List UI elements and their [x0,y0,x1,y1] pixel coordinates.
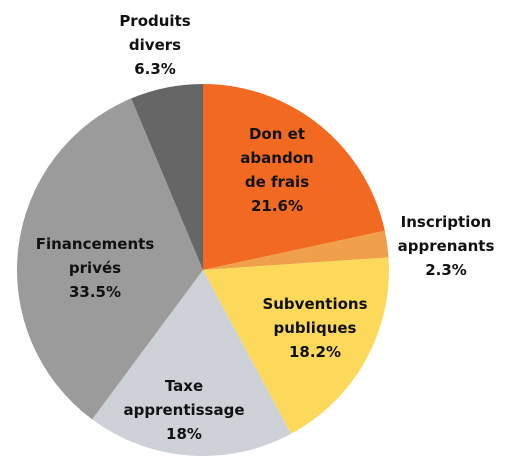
slice [92,270,292,457]
category-name: Financements privés [35,235,155,277]
slice-label: Inscription apprenants 2.3% [381,210,507,282]
slice [203,257,389,434]
slice-label: Don et abandon de frais 21.6% [232,122,322,218]
category-name: Taxe apprentissage [123,377,245,419]
slice [131,84,203,270]
slice-label: Produits divers 6.3% [95,9,215,81]
slice [203,230,389,270]
slice-label: Subventions publiques 18.2% [240,292,390,364]
category-name: Don et abandon de frais [240,125,314,191]
value-label: 18% [166,425,202,443]
category-name: Subventions publiques [262,295,368,337]
category-name: Produits divers [119,12,191,54]
slice-label: Taxe apprentissage 18% [114,374,254,446]
slice [203,84,385,270]
value-label: 33.5% [68,283,122,301]
value-label: 18.2% [288,343,342,361]
value-label: 21.6% [250,197,304,215]
category-name: Inscription apprenants [397,213,495,255]
value-label: 6.3% [134,60,176,78]
slice-label: Financements privés 33.5% [15,232,175,304]
value-label: 2.3% [425,261,467,279]
slice [17,98,204,420]
